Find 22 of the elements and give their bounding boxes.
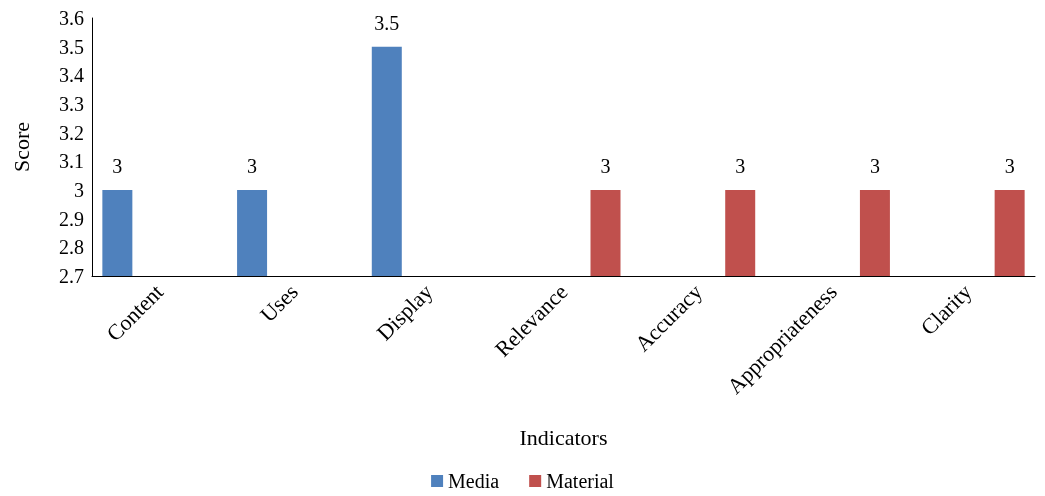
y-tick-label: 3.5	[59, 35, 84, 58]
data-label: 3	[600, 155, 611, 177]
data-label: 3	[247, 155, 258, 177]
data-label: 3	[735, 155, 746, 177]
data-label: 3	[1004, 155, 1015, 177]
data-label: 3	[112, 155, 123, 177]
y-tick-label: 3.4	[59, 64, 84, 87]
y-tick-label: 3.6	[59, 7, 84, 29]
y-tick-label: 3	[74, 179, 84, 201]
data-label: 3.5	[374, 11, 400, 34]
y-tick-label: 3.2	[59, 121, 84, 144]
y-tick-label: 3.3	[59, 93, 84, 115]
y-tick-label: 2.9	[59, 207, 84, 230]
y-tick-label: 2.8	[59, 236, 84, 259]
data-label: 3	[869, 155, 880, 177]
y-tick-label: 2.7	[59, 265, 84, 287]
y-tick-label: 3.1	[59, 150, 84, 173]
x-axis-title: Indicators	[519, 424, 608, 450]
legend-label: Material	[546, 470, 615, 492]
y-axis-title: Score	[8, 121, 34, 173]
x-tick-label: Uses	[255, 279, 303, 328]
legend-label: Media	[448, 470, 500, 492]
